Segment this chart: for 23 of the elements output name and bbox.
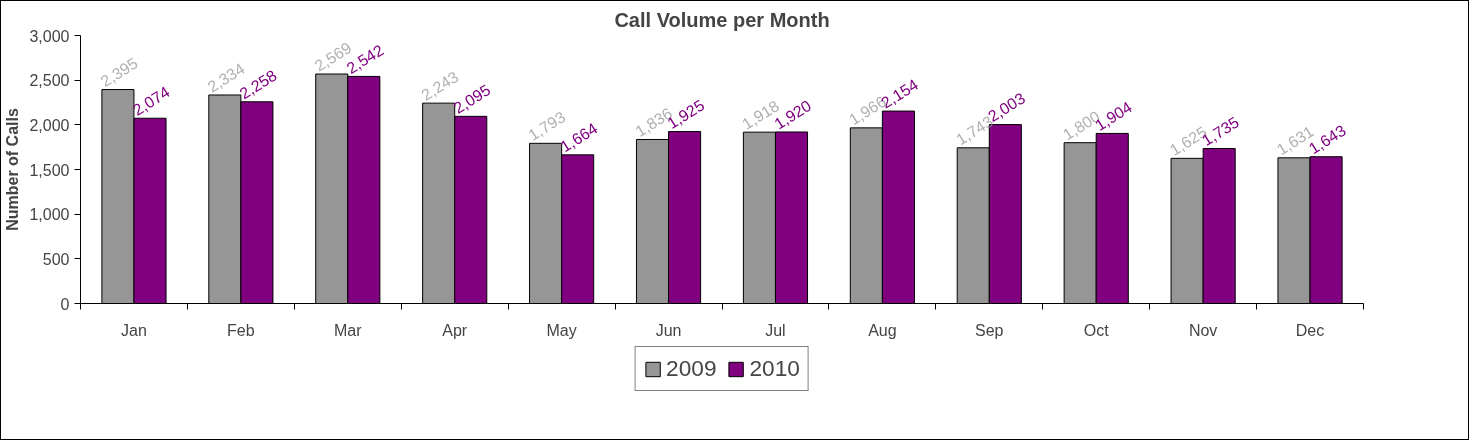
y-tick-label: 2,000: [29, 116, 70, 134]
x-tick-label: Feb: [227, 321, 255, 339]
y-axis-title: Number of Calls: [4, 108, 22, 231]
x-tick-label: Nov: [1188, 321, 1218, 339]
x-tick-label: Jul: [765, 321, 786, 339]
x-tick-label: Jan: [121, 321, 147, 339]
y-tick-label: 2,500: [29, 72, 70, 90]
chart-title: Call Volume per Month: [614, 8, 830, 31]
x-tick-label: Oct: [1083, 321, 1110, 339]
y-tick-label: 0: [60, 295, 70, 313]
legend-label: 2009: [666, 355, 717, 382]
x-tick-label: May: [546, 321, 577, 339]
x-tick-label: Mar: [334, 321, 363, 339]
x-tick-label: Sep: [975, 321, 1004, 339]
legend-label: 2010: [749, 355, 800, 382]
y-tick-label: 500: [42, 250, 70, 268]
x-tick-label: Dec: [1295, 321, 1325, 339]
y-tick-label: 3,000: [29, 27, 70, 45]
y-tick-label: 1,500: [29, 161, 70, 179]
x-tick-label: Apr: [442, 321, 468, 339]
x-tick-label: Aug: [868, 321, 897, 339]
x-tick-label: Jun: [655, 321, 682, 339]
y-tick-label: 1,000: [29, 206, 70, 224]
